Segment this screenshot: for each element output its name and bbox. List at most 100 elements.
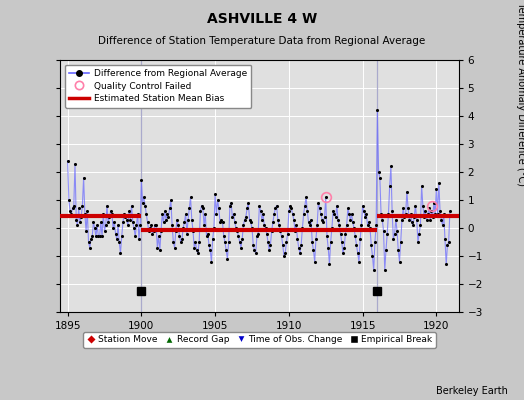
- Point: [277, 233, 286, 240]
- Point: [433, 211, 442, 217]
- Point: [235, 239, 244, 245]
- Point: [376, 174, 384, 181]
- Point: [380, 267, 389, 273]
- Point: [325, 261, 334, 268]
- Point: [446, 208, 454, 214]
- Point: [208, 258, 216, 265]
- Point: [412, 216, 421, 223]
- Point: [146, 225, 154, 231]
- Point: [395, 258, 403, 265]
- Point: [128, 219, 137, 226]
- Point: [77, 214, 85, 220]
- Point: [113, 236, 121, 242]
- Point: [375, 169, 383, 175]
- Point: [200, 222, 208, 228]
- Point: [234, 233, 243, 240]
- Point: [103, 202, 111, 209]
- Point: [248, 225, 256, 231]
- Point: [354, 250, 362, 256]
- Point: [83, 208, 92, 214]
- Legend: Station Move, Record Gap, Time of Obs. Change, Empirical Break: Station Move, Record Gap, Time of Obs. C…: [83, 332, 436, 348]
- Point: [436, 208, 444, 214]
- Point: [378, 216, 387, 223]
- Point: [198, 202, 206, 209]
- Point: [191, 239, 200, 245]
- Point: [162, 216, 170, 223]
- Point: [178, 236, 186, 242]
- Point: [112, 230, 120, 237]
- Point: [233, 228, 242, 234]
- Point: [202, 233, 211, 240]
- Point: [213, 197, 222, 203]
- Point: [260, 222, 268, 228]
- Point: [400, 214, 409, 220]
- Point: [256, 208, 265, 214]
- Point: [206, 247, 214, 254]
- Point: [334, 216, 342, 223]
- Point: [166, 205, 174, 212]
- Point: [144, 219, 152, 226]
- Point: [415, 230, 423, 237]
- Point: [426, 216, 434, 223]
- Point: [76, 219, 84, 226]
- Point: [151, 222, 159, 228]
- Point: [199, 205, 207, 212]
- Point: [102, 222, 110, 228]
- Point: [294, 244, 303, 251]
- Point: [323, 233, 331, 240]
- Point: [87, 236, 95, 242]
- Point: [418, 183, 426, 189]
- Point: [265, 247, 274, 254]
- Point: [350, 225, 358, 231]
- Point: [272, 202, 281, 209]
- Point: [328, 225, 336, 231]
- Point: [389, 236, 398, 242]
- Point: [303, 208, 311, 214]
- Point: [241, 216, 249, 223]
- Point: [339, 250, 347, 256]
- Point: [231, 219, 239, 226]
- Point: [132, 222, 140, 228]
- Point: [370, 239, 379, 245]
- Point: [429, 214, 437, 220]
- Point: [63, 158, 72, 164]
- Point: [362, 211, 370, 217]
- Point: [78, 202, 86, 209]
- Point: [96, 219, 105, 226]
- Point: [216, 219, 224, 226]
- Point: [194, 250, 202, 256]
- Point: [73, 222, 82, 228]
- Point: [121, 214, 129, 220]
- Point: [366, 225, 374, 231]
- Point: [305, 222, 314, 228]
- Point: [266, 242, 275, 248]
- Point: [189, 228, 197, 234]
- Point: [434, 180, 443, 186]
- Point: [210, 225, 218, 231]
- Point: [205, 242, 213, 248]
- Point: [318, 216, 326, 223]
- Point: [183, 230, 191, 237]
- Point: [142, 211, 150, 217]
- Point: [254, 230, 263, 237]
- Point: [117, 233, 126, 240]
- Point: [316, 211, 325, 217]
- Point: [184, 216, 192, 223]
- Point: [384, 211, 392, 217]
- Point: [307, 216, 315, 223]
- Point: [148, 230, 157, 237]
- Point: [387, 163, 395, 170]
- Point: [192, 247, 201, 254]
- Point: [85, 244, 94, 251]
- Point: [131, 233, 139, 240]
- Point: [158, 211, 167, 217]
- Point: [157, 228, 165, 234]
- Point: [138, 200, 147, 206]
- Point: [290, 216, 298, 223]
- Point: [252, 250, 260, 256]
- Point: [106, 208, 115, 214]
- Point: [394, 247, 402, 254]
- Point: [311, 258, 319, 265]
- Point: [351, 233, 359, 240]
- Point: [280, 253, 288, 259]
